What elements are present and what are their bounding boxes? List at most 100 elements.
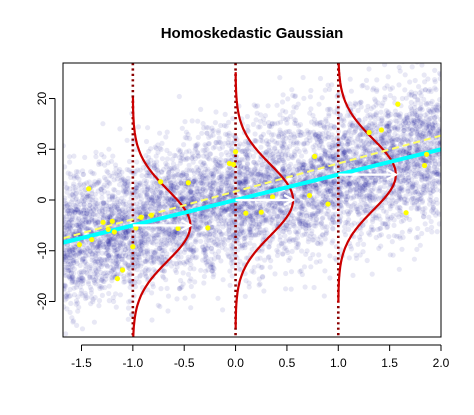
cloud-point <box>181 142 187 148</box>
cloud-point <box>382 96 388 102</box>
cloud-point <box>365 113 371 119</box>
cloud-point <box>139 231 145 237</box>
cloud-point <box>280 92 286 98</box>
cloud-point <box>192 217 198 223</box>
cloud-point <box>194 149 200 155</box>
cloud-point <box>105 190 111 196</box>
cloud-point <box>143 180 149 186</box>
cloud-point <box>389 239 395 245</box>
cloud-point <box>277 201 283 207</box>
cloud-point <box>365 148 371 154</box>
cloud-point <box>283 286 289 292</box>
cloud-point <box>346 181 352 187</box>
cloud-point <box>363 77 370 83</box>
cloud-point <box>304 213 310 219</box>
cloud-point <box>114 199 120 205</box>
cloud-point <box>345 141 351 147</box>
cloud-point <box>318 139 324 145</box>
cloud-point <box>398 185 404 191</box>
cloud-point <box>387 146 393 153</box>
cloud-point <box>266 174 272 180</box>
cloud-point <box>327 154 333 160</box>
cloud-point <box>361 185 367 191</box>
cloud-point <box>436 161 441 167</box>
cloud-point <box>63 297 68 303</box>
cloud-point <box>81 171 87 177</box>
cloud-point <box>197 211 203 217</box>
cloud-point <box>151 163 157 169</box>
cloud-point <box>200 181 206 187</box>
cloud-point <box>355 206 361 212</box>
cloud-point <box>396 185 402 191</box>
cloud-point <box>100 278 106 284</box>
cloud-point <box>99 256 105 262</box>
cloud-point <box>277 119 284 125</box>
cloud-point <box>318 140 324 146</box>
cloud-point <box>387 165 393 171</box>
cloud-point <box>331 179 337 185</box>
cloud-point <box>348 132 354 138</box>
cloud-point <box>428 218 434 225</box>
cloud-point <box>109 193 115 199</box>
cloud-point <box>301 203 307 209</box>
cloud-point <box>252 231 259 238</box>
cloud-point <box>109 195 115 201</box>
cloud-point <box>64 201 70 207</box>
cloud-point <box>159 169 165 175</box>
cloud-point <box>233 204 239 210</box>
cloud-point <box>112 203 118 209</box>
cloud-point <box>210 208 216 215</box>
cloud-point <box>431 144 437 150</box>
cloud-point <box>351 103 357 110</box>
cloud-point <box>305 200 311 206</box>
cloud-point <box>91 207 97 213</box>
cloud-point <box>92 200 98 206</box>
cloud-point <box>424 226 430 233</box>
cloud-point <box>364 207 370 214</box>
cloud-point <box>148 157 154 163</box>
cloud-point <box>146 154 152 161</box>
cloud-point <box>385 216 391 222</box>
cloud-point <box>71 207 77 213</box>
cloud-point <box>341 123 347 129</box>
cloud-point <box>349 146 355 152</box>
cloud-point <box>218 180 224 186</box>
cloud-point <box>356 144 362 150</box>
cloud-point <box>365 176 371 182</box>
cloud-point <box>223 173 229 180</box>
cloud-point <box>113 258 119 264</box>
cloud-point <box>231 204 238 210</box>
cloud-point <box>70 279 76 285</box>
cloud-point <box>356 192 362 198</box>
cloud-point <box>132 239 138 245</box>
cloud-point <box>148 254 154 260</box>
cloud-point <box>422 119 428 125</box>
cloud-point <box>429 229 435 235</box>
cloud-point <box>237 258 243 264</box>
cloud-point <box>339 191 345 197</box>
cloud-point <box>258 134 264 140</box>
cloud-point <box>187 257 193 264</box>
cloud-point <box>434 143 440 149</box>
cloud-point <box>282 162 288 168</box>
cloud-point <box>160 247 166 253</box>
cloud-point <box>372 155 378 162</box>
cloud-point <box>427 128 434 134</box>
cloud-point <box>415 160 421 166</box>
cloud-point <box>303 221 309 228</box>
cloud-point <box>372 197 379 203</box>
cloud-point <box>207 263 214 269</box>
cloud-point <box>369 195 375 201</box>
cloud-point <box>251 166 257 172</box>
cloud-point <box>323 194 330 200</box>
cloud-point <box>340 176 346 182</box>
cloud-point <box>138 230 144 236</box>
cloud-point <box>287 255 293 261</box>
cloud-point <box>226 203 232 209</box>
cloud-point <box>139 269 145 275</box>
cloud-point <box>198 170 205 176</box>
cloud-point <box>294 197 300 203</box>
cloud-point <box>266 209 272 215</box>
cloud-point <box>212 157 219 164</box>
cloud-point <box>122 247 128 253</box>
